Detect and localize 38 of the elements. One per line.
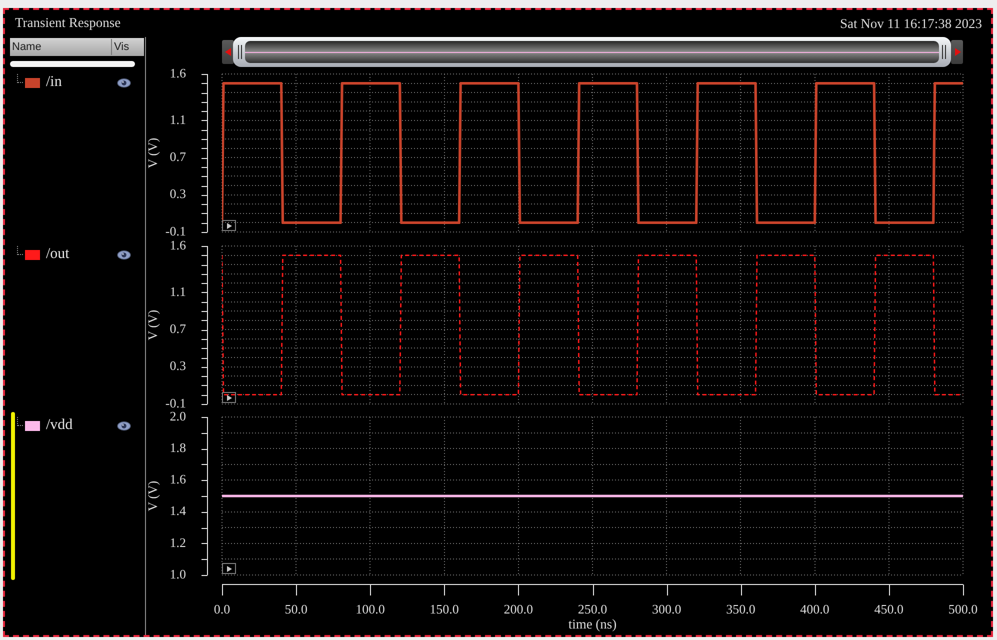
legend-label: /in [46,74,62,91]
y-tick-label: 1.1 [170,284,186,299]
y-tick-label: 1.2 [170,534,186,550]
x-tick-label: 50.0 [284,601,308,616]
legend-title: Name [12,40,42,54]
legend-label: /out [46,246,70,263]
y-tick-label: 1.4 [170,503,186,518]
y-tick-label: 0.7 [170,321,186,336]
x-tick-label: 400.0 [800,601,830,616]
x-axis-title: time (ns) [568,616,617,632]
x-tick-label: 450.0 [874,601,904,616]
y-tick-label: 1.6 [170,472,186,487]
x-tick-label: 250.0 [578,601,608,616]
x-tick-label: 150.0 [430,601,459,616]
text: Vis [114,40,130,54]
legend-label: /vdd [46,417,73,434]
x-tick-label: 0.0 [214,601,230,616]
y-tick-label: 1.8 [170,440,186,456]
y-tick-label: 1.6 [170,65,186,80]
y-tick-label: 0.3 [170,186,186,202]
y-axis-title: V (V) [145,480,160,512]
y-tick-label: 2.0 [170,408,186,424]
y-tick-label: 1.0 [170,566,186,582]
text: Sat Nov 11 16:17:38 2023 [840,16,982,32]
x-tick-label: 200.0 [504,601,534,616]
y-tick-label: -0.1 [165,395,186,410]
y-tick-label: 1.6 [170,237,186,252]
y-tick-label: 0.3 [170,358,186,374]
y-tick-label: 0.7 [170,149,186,164]
x-tick-label: 350.0 [726,601,756,616]
x-tick-label: 300.0 [652,601,682,616]
y-tick-label: -0.1 [165,223,186,238]
x-tick-label: 500.0 [948,601,978,616]
y-axis-title: V (V) [145,138,160,168]
y-tick-label: 1.1 [170,112,186,127]
x-tick-label: 100.0 [356,601,385,616]
text: Transient Response [15,15,121,31]
y-axis-title: V (V) [145,310,160,340]
